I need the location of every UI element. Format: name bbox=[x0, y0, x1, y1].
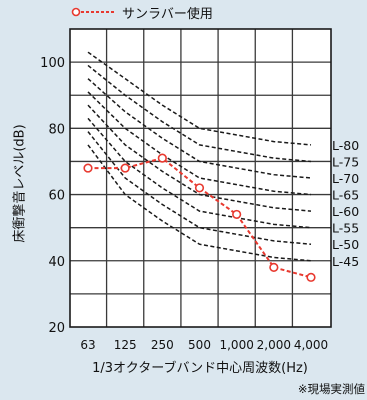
data-point bbox=[120, 163, 130, 173]
x-axis-label: 1/3オクターブバンド中心周波数(Hz) bbox=[92, 361, 308, 376]
reference-curve bbox=[87, 117, 312, 229]
reference-curve-label: L-80 bbox=[332, 138, 359, 153]
data-point bbox=[306, 272, 316, 282]
footnote: ※現場実測値 bbox=[297, 382, 365, 396]
x-tick-label: 1,000 bbox=[219, 338, 253, 352]
reference-curve-label: L-75 bbox=[332, 154, 359, 169]
reference-curve bbox=[87, 64, 312, 163]
reference-curve-label: L-50 bbox=[332, 237, 359, 252]
reference-curve-label: L-70 bbox=[332, 171, 359, 186]
data-point bbox=[269, 262, 279, 273]
reference-curve bbox=[87, 78, 312, 179]
y-tick-label: 40 bbox=[48, 255, 65, 270]
data-point bbox=[194, 183, 205, 193]
y-tick-label: 100 bbox=[40, 56, 65, 71]
x-tick-label: 4,000 bbox=[294, 338, 328, 352]
reference-curve bbox=[87, 91, 312, 196]
data-point bbox=[83, 163, 93, 173]
x-tick-label: 2,000 bbox=[257, 338, 291, 352]
reference-curve-label: L-55 bbox=[332, 221, 359, 236]
reference-curve-label: L-60 bbox=[332, 204, 359, 219]
y-axis-label: 床衝撃音レベル(dB) bbox=[12, 124, 28, 243]
reference-curve-label: L-45 bbox=[332, 254, 359, 269]
chart-legend: サンラバー使用 bbox=[70, 2, 213, 22]
reference-curve bbox=[87, 131, 312, 245]
x-tick-label: 125 bbox=[114, 338, 137, 352]
legend-label: サンラバー使用 bbox=[122, 6, 213, 22]
data-point bbox=[157, 153, 167, 163]
x-tick-label: 250 bbox=[151, 338, 174, 352]
y-tick-label: 80 bbox=[48, 122, 65, 137]
y-tick-label: 20 bbox=[48, 321, 65, 336]
reference-curve-label: L-65 bbox=[332, 188, 359, 203]
plot-frame bbox=[69, 28, 332, 328]
reference-curve bbox=[87, 144, 312, 262]
x-tick-label: 63 bbox=[80, 338, 95, 352]
legend-swatch-icon bbox=[71, 7, 116, 17]
data-point bbox=[232, 209, 242, 220]
reference-curve bbox=[87, 104, 312, 212]
x-tick-label: 500 bbox=[188, 338, 211, 352]
y-tick-label: 60 bbox=[48, 189, 65, 204]
reference-curve bbox=[87, 51, 312, 146]
